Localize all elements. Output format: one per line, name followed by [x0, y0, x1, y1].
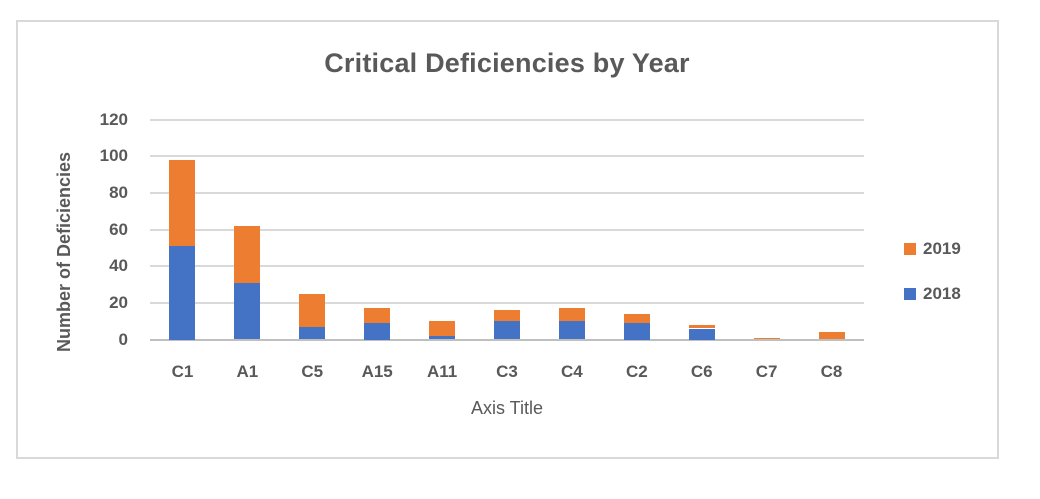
gridline — [150, 191, 864, 194]
y-tick-label: 120 — [99, 109, 128, 129]
chart-title: Critical Deficiencies by Year — [324, 48, 690, 78]
gridline — [150, 228, 864, 231]
category-label-C5: C5 — [301, 362, 324, 381]
bar-segment-2019-C2 — [623, 313, 650, 323]
bar-segment-2019-A1 — [234, 225, 261, 283]
legend-item-2019: 2019 — [904, 239, 961, 258]
legend: 2019 2018 — [904, 239, 961, 330]
category-label-A11: A11 — [426, 362, 458, 381]
y-tick-label: 0 — [118, 329, 128, 349]
legend-swatch-2018 — [904, 288, 916, 300]
category-label-C4: C4 — [561, 362, 583, 381]
category-label-C6: C6 — [690, 362, 713, 381]
gridline — [150, 155, 864, 158]
y-tick-label: 80 — [109, 182, 128, 202]
legend-swatch-2019 — [904, 243, 916, 255]
bar-segment-2018-C4 — [558, 321, 585, 340]
bar-segment-2019-C3 — [494, 310, 520, 322]
category-label-C3: C3 — [496, 362, 518, 381]
y-tick-label: 20 — [109, 292, 128, 312]
x-axis-line — [150, 338, 864, 341]
category-label-C2: C2 — [625, 362, 648, 381]
bar-segment-2018-C1 — [169, 246, 196, 340]
gridline — [150, 118, 864, 121]
bar-segment-2019-C6 — [688, 324, 715, 329]
bar-segment-2019-C5 — [299, 293, 326, 327]
bar-segment-2018-A15 — [364, 323, 391, 340]
category-label-C7: C7 — [755, 362, 778, 381]
gridline — [150, 301, 864, 304]
y-tick-label: 100 — [99, 146, 128, 166]
bar-segment-2019-A11 — [429, 321, 456, 336]
bar-segment-2019-C7 — [753, 337, 780, 340]
bar-segment-2019-C4 — [558, 308, 585, 322]
gridline — [150, 265, 864, 268]
bar-segment-2019-C8 — [818, 332, 845, 340]
bar-segment-2019-A15 — [364, 308, 391, 323]
y-tick-label: 60 — [109, 219, 128, 239]
y-tick-label: 40 — [109, 256, 128, 276]
category-label-A1: A1 — [236, 362, 259, 381]
bar-segment-2018-C2 — [623, 323, 650, 340]
legend-label-2018: 2018 — [923, 284, 961, 303]
legend-item-2018: 2018 — [904, 284, 961, 303]
bar-segment-2018-C5 — [299, 326, 326, 340]
bar-segment-2018-C3 — [494, 321, 520, 340]
bar-segment-2018-A11 — [429, 335, 456, 340]
category-label-C8: C8 — [820, 362, 843, 381]
category-label-A15: A15 — [361, 362, 393, 381]
bar-segment-2018-C6 — [688, 328, 715, 340]
bar-segment-2019-C1 — [169, 159, 196, 246]
bar-segment-2018-A1 — [234, 282, 261, 340]
y-axis-title: Number of Deficiencies — [54, 151, 74, 353]
category-label-C1: C1 — [171, 362, 194, 381]
x-axis-title: Axis Title — [470, 398, 544, 418]
legend-label-2019: 2019 — [923, 239, 961, 258]
